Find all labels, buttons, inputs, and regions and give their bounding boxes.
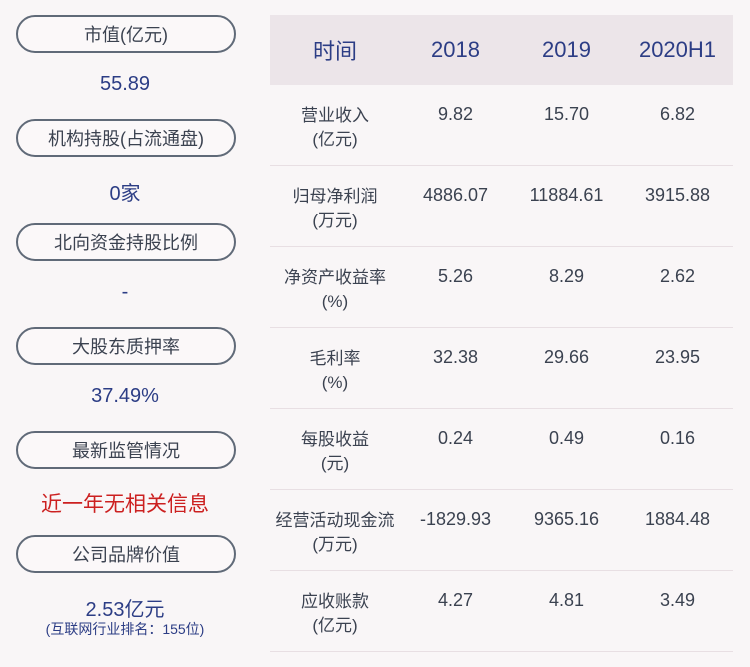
table-row: 每股收益 (元) 0.24 0.49 0.16 — [270, 409, 733, 490]
table-row: 经营活动现金流 (万元) -1829.93 9365.16 1884.48 — [270, 490, 733, 571]
cell-value: 2.62 — [659, 266, 696, 286]
market-cap-value: 55.89 — [99, 73, 151, 95]
northbound-ratio-label: 北向资金持股比例 — [16, 223, 236, 261]
row-label: 应收账款 (亿元) — [301, 592, 369, 635]
cell-value: 6.82 — [659, 104, 696, 124]
table-row: 应收账款 (亿元) 4.27 4.81 3.49 — [270, 571, 733, 652]
cell-value: 29.66 — [543, 347, 590, 367]
cell-value: 4.81 — [548, 590, 585, 610]
brand-value-label: 公司品牌价值 — [16, 535, 236, 573]
row-label: 归母净利润 (万元) — [292, 187, 378, 230]
cell-value: 9365.16 — [533, 509, 600, 529]
brand-rank-note: (互联网行业排名：155位) — [45, 621, 205, 637]
cell-value: 5.26 — [437, 266, 474, 286]
pledge-rate-label: 大股东质押率 — [16, 327, 236, 365]
market-cap-label: 市值(亿元) — [16, 15, 236, 53]
cell-value: 1884.48 — [644, 509, 711, 529]
cell-value: -1829.93 — [419, 509, 492, 529]
cell-value: 0.49 — [548, 428, 585, 448]
cell-value: 0.16 — [659, 428, 696, 448]
cell-value: 32.38 — [432, 347, 479, 367]
cell-value: 3915.88 — [644, 185, 711, 205]
table-row: 净资产收益率 (%) 5.26 8.29 2.62 — [270, 247, 733, 328]
header-year: 2020H1 — [638, 37, 717, 62]
cell-value: 4886.07 — [422, 185, 489, 205]
institutional-holding-label: 机构持股(占流通盘) — [16, 119, 236, 157]
regulatory-status-label: 最新监管情况 — [16, 431, 236, 469]
row-label: 毛利率 (%) — [309, 349, 361, 392]
cell-value: 11884.61 — [529, 185, 604, 205]
row-label: 每股收益 (元) — [301, 430, 369, 473]
regulatory-status-value: 近一年无相关信息 — [41, 493, 209, 516]
header-period: 时间 — [312, 39, 357, 64]
institutional-holding-value: 0家 — [109, 183, 141, 205]
table-row: 营业收入 (亿元) 9.82 15.70 6.82 — [270, 85, 733, 166]
cell-value: 8.29 — [548, 266, 585, 286]
cell-value: 0.24 — [437, 428, 474, 448]
pledge-rate-value: 37.49% — [91, 385, 159, 407]
table-row: 归母净利润 (万元) 4886.07 11884.61 3915.88 — [270, 166, 733, 247]
row-label: 经营活动现金流 (万元) — [275, 511, 395, 554]
cell-value: 3.49 — [659, 590, 696, 610]
cell-value: 23.95 — [654, 347, 701, 367]
row-label: 净资产收益率 (%) — [284, 268, 386, 311]
brand-value-value: 2.53亿元 — [85, 599, 165, 621]
table-header: 时间 2018 2019 2020H1 — [270, 15, 733, 85]
table-row: 毛利率 (%) 32.38 29.66 23.95 — [270, 328, 733, 409]
cell-value: 9.82 — [437, 104, 474, 124]
cell-value: 15.70 — [543, 104, 590, 124]
northbound-ratio-value: - — [121, 281, 129, 303]
header-year: 2018 — [431, 37, 480, 62]
cell-value: 4.27 — [437, 590, 474, 610]
row-label: 营业收入 (亿元) — [301, 106, 369, 149]
header-year: 2019 — [542, 37, 591, 62]
financial-table: 时间 2018 2019 2020H1 营业收入 (亿元) 9.82 15.70 … — [270, 15, 733, 652]
